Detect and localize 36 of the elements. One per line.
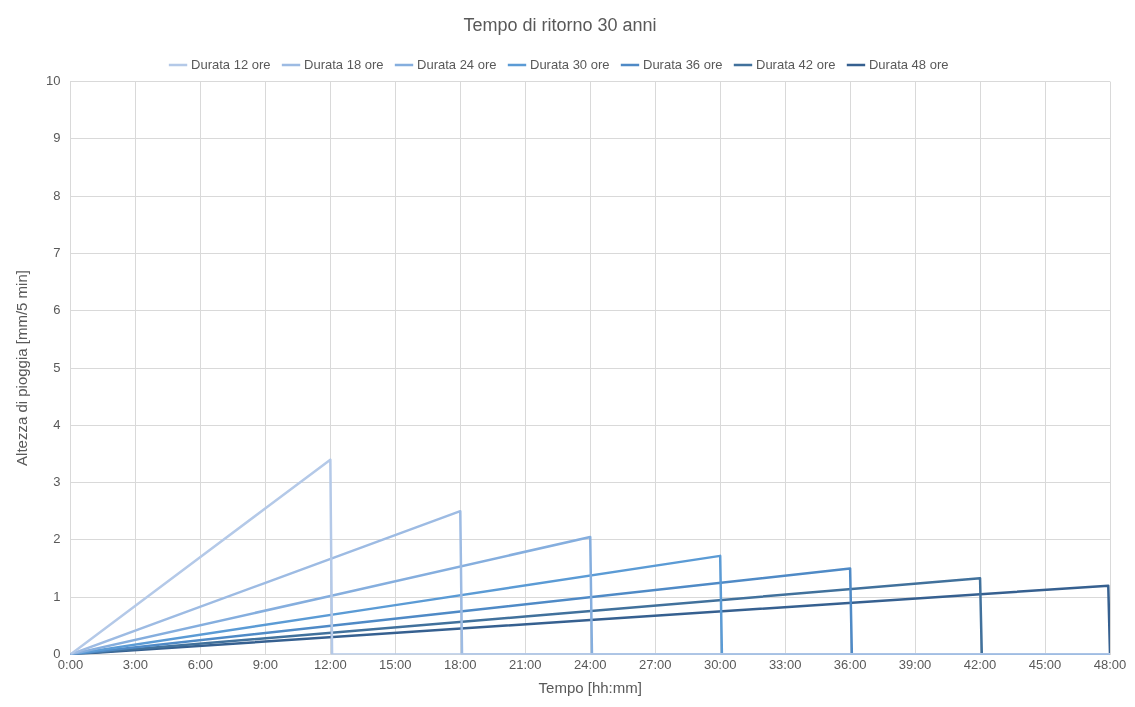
y-axis-title: Altezza di pioggia [mm/5 min] xyxy=(13,270,31,466)
legend-label: Durata 18 ore xyxy=(304,56,384,72)
x-tick-label: 21:00 xyxy=(508,656,542,672)
y-tick-label: 7 xyxy=(53,245,61,261)
y-tick-label: 10 xyxy=(45,73,61,89)
x-tick-label: 12:00 xyxy=(314,656,347,672)
x-tick-label: 3:00 xyxy=(122,656,149,672)
x-tick-label: 48:00 xyxy=(1093,656,1127,672)
x-tick-label: 15:00 xyxy=(379,656,412,672)
chart-title: Tempo di ritorno 30 anni xyxy=(463,14,657,35)
y-tick-label: 4 xyxy=(53,416,61,432)
x-tick-label: 24:00 xyxy=(573,656,607,672)
y-tick-label: 3 xyxy=(53,474,61,490)
y-tick-label: 6 xyxy=(53,302,61,318)
x-tick-label: 45:00 xyxy=(1028,656,1062,672)
x-tick-label: 30:00 xyxy=(703,656,737,672)
x-tick-label: 39:00 xyxy=(898,656,932,672)
x-tick-label: 18:00 xyxy=(444,656,477,672)
y-tick-label: 1 xyxy=(53,588,61,604)
legend-label: Durata 42 ore xyxy=(755,56,836,72)
x-tick-label: 36:00 xyxy=(833,656,867,672)
legend-label: Durata 24 ore xyxy=(417,56,497,72)
x-tick-label: 6:00 xyxy=(187,656,214,672)
x-axis-title: Tempo [hh:mm] xyxy=(538,679,642,697)
legend-label: Durata 30 ore xyxy=(530,56,610,72)
x-tick-label: 27:00 xyxy=(638,656,672,672)
legend-label: Durata 48 ore xyxy=(868,56,949,72)
y-tick-label: 8 xyxy=(53,187,61,203)
legend-label: Durata 36 ore xyxy=(643,56,723,72)
y-tick-label: 9 xyxy=(53,130,61,146)
y-tick-label: 5 xyxy=(53,359,61,375)
x-tick-label: 42:00 xyxy=(963,656,997,672)
legend-label: Durata 12 ore xyxy=(191,56,271,72)
x-tick-label: 9:00 xyxy=(252,656,279,672)
y-tick-label: 2 xyxy=(53,531,61,547)
x-tick-label: 33:00 xyxy=(768,656,802,672)
